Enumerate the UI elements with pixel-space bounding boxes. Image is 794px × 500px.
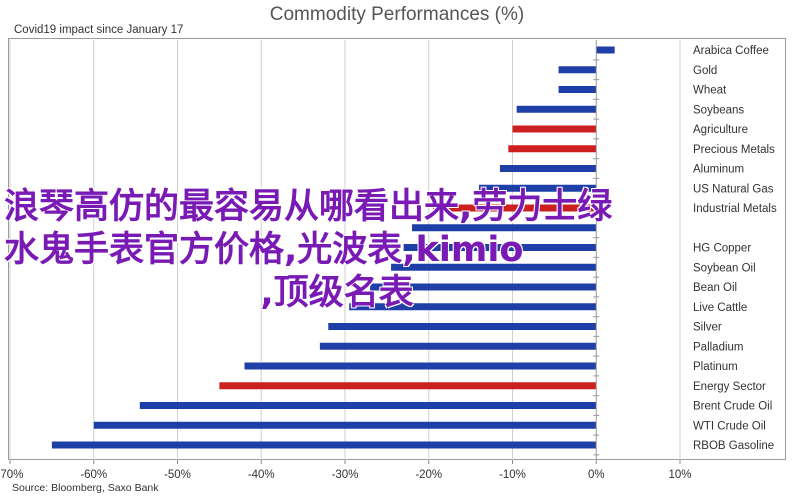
category-label: HG Copper [693, 243, 751, 255]
bar [596, 46, 615, 54]
chart-source: Source: Bloomberg, Saxo Bank [12, 482, 159, 494]
category-label: WTI Crude Oil [693, 420, 766, 432]
category-label: Silver [693, 322, 722, 334]
category-label: Palladium [693, 341, 744, 353]
x-tick-label: -20% [415, 469, 442, 481]
category-label: RBOB Gasoline [693, 440, 774, 452]
category-label: Arabica Coffee [693, 45, 769, 57]
bar [508, 145, 597, 153]
chart-title: Commodity Performances (%) [269, 4, 525, 25]
bar [512, 125, 597, 133]
bar [93, 421, 597, 429]
x-tick-label: -70% [0, 469, 23, 481]
bar [558, 86, 597, 93]
category-label: US Natural Gas [693, 183, 774, 195]
category-label: Energy Sector [693, 381, 766, 393]
category-label: Soybean Oil [693, 262, 756, 274]
x-tick-label: 10% [668, 469, 691, 481]
x-tick-label: 0% [588, 469, 605, 481]
overlay-line-3: ,顶级名表 [260, 273, 414, 313]
bar [328, 323, 597, 330]
chart-frame [8, 38, 786, 460]
overlay-line-2: 水鬼手表官方价格,光波表,kimio [4, 230, 524, 270]
bar [516, 105, 597, 113]
category-label: Gold [693, 65, 717, 77]
category-label: Soybeans [693, 104, 744, 116]
x-tick-label: -30% [332, 469, 359, 481]
x-tick-label: -60% [80, 469, 107, 481]
x-tick-label: -10% [499, 469, 526, 481]
bar [349, 303, 597, 311]
bar [403, 244, 597, 251]
category-label: Bean Oil [693, 282, 737, 294]
bar [499, 165, 597, 172]
category-label: Aluminum [693, 164, 744, 176]
bar [51, 441, 597, 449]
category-label: Wheat [693, 85, 727, 97]
bar [319, 342, 597, 350]
bar [479, 184, 597, 192]
bar [432, 204, 597, 212]
bar [370, 283, 597, 291]
x-tick-label: -50% [164, 469, 191, 481]
x-tick-label: -40% [248, 469, 275, 481]
category-label: Platinum [693, 361, 738, 373]
chart-subtitle: Covid19 impact since January 17 [14, 24, 184, 36]
bars [51, 46, 615, 449]
overlay-line-1: 浪琴高仿的最容易从哪看出来,劳力士绿 [4, 187, 613, 227]
category-label: Precious Metals [693, 144, 775, 156]
bar [558, 66, 597, 74]
bar [219, 382, 597, 390]
overlay-text: 浪琴高仿的最容易从哪看出来,劳力士绿 水鬼手表官方价格,光波表,kimio ,顶… [4, 186, 790, 315]
bar [244, 362, 597, 370]
category-labels: Arabica Coffee Gold Wheat Soybeans Agricultu… [693, 45, 777, 452]
x-axis: -70% -60% -50% -40% -30% -20% -10% 0% 10% [0, 40, 692, 481]
category-label: Brent Crude Oil [693, 401, 772, 413]
bar [139, 402, 597, 409]
category-label: Industrial Metals [693, 203, 777, 215]
category-label: Live Cattle [693, 302, 747, 314]
bar [391, 263, 597, 271]
bar [412, 224, 597, 232]
category-label: Agriculture [693, 124, 748, 136]
